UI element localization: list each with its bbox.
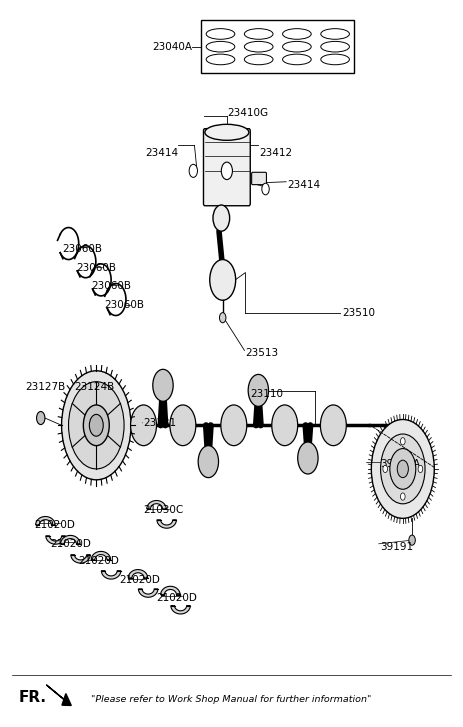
Text: 39190A: 39190A [380, 459, 420, 469]
Polygon shape [157, 520, 176, 529]
Circle shape [397, 460, 408, 478]
Circle shape [390, 449, 416, 489]
Circle shape [418, 465, 423, 473]
Text: 23510: 23510 [343, 308, 375, 318]
Polygon shape [71, 555, 90, 563]
Text: 23060B: 23060B [63, 244, 102, 254]
Text: 23060B: 23060B [76, 262, 116, 273]
Ellipse shape [321, 41, 350, 52]
Circle shape [69, 382, 124, 469]
Polygon shape [46, 536, 65, 545]
Ellipse shape [244, 41, 273, 52]
Ellipse shape [282, 54, 311, 65]
Ellipse shape [282, 41, 311, 52]
Circle shape [213, 205, 230, 231]
Text: FR.: FR. [19, 691, 46, 705]
Text: 21020D: 21020D [156, 593, 197, 603]
Text: 21020D: 21020D [79, 556, 119, 566]
Text: 21020D: 21020D [35, 520, 75, 530]
Text: 23040A: 23040A [152, 42, 192, 52]
Text: 23414: 23414 [287, 180, 320, 190]
Polygon shape [61, 535, 80, 544]
Circle shape [189, 164, 197, 177]
Polygon shape [147, 500, 166, 509]
Circle shape [381, 434, 425, 504]
Text: 23124B: 23124B [74, 382, 114, 392]
Text: 23131: 23131 [144, 418, 177, 428]
Ellipse shape [206, 54, 235, 65]
Circle shape [400, 438, 405, 445]
Text: 23127B: 23127B [25, 382, 66, 392]
Polygon shape [101, 571, 121, 579]
Ellipse shape [321, 54, 350, 65]
Circle shape [298, 442, 318, 474]
Text: 21030C: 21030C [144, 505, 184, 515]
Ellipse shape [206, 28, 235, 39]
Circle shape [83, 405, 109, 446]
Circle shape [89, 414, 103, 436]
Circle shape [210, 260, 236, 300]
Text: 23412: 23412 [259, 148, 293, 158]
Text: 39191: 39191 [380, 542, 413, 552]
Bar [201, 20, 354, 73]
Ellipse shape [244, 28, 273, 39]
Circle shape [262, 183, 269, 195]
Polygon shape [36, 516, 55, 525]
Text: 23414: 23414 [145, 148, 178, 158]
Text: 23060B: 23060B [104, 300, 144, 310]
Text: "Please refer to Work Shop Manual for further information": "Please refer to Work Shop Manual for fu… [91, 695, 372, 704]
Circle shape [62, 371, 131, 480]
Circle shape [371, 419, 434, 518]
Text: 21020D: 21020D [50, 539, 91, 549]
Circle shape [248, 374, 269, 406]
FancyArrow shape [46, 685, 71, 705]
Polygon shape [171, 606, 190, 614]
Circle shape [221, 405, 247, 446]
Circle shape [320, 405, 346, 446]
Circle shape [170, 405, 196, 446]
Polygon shape [161, 586, 180, 595]
Circle shape [272, 405, 298, 446]
Ellipse shape [321, 28, 350, 39]
Circle shape [400, 493, 405, 500]
Ellipse shape [206, 41, 235, 52]
Text: 23410G: 23410G [227, 108, 268, 118]
FancyBboxPatch shape [204, 129, 250, 206]
Text: 23513: 23513 [245, 348, 279, 358]
Circle shape [221, 162, 232, 180]
Text: 21020D: 21020D [119, 575, 160, 585]
Text: 23110: 23110 [250, 389, 283, 399]
Circle shape [131, 405, 156, 446]
Circle shape [198, 446, 219, 478]
Text: 23060B: 23060B [92, 281, 131, 291]
Polygon shape [128, 569, 148, 578]
Circle shape [37, 411, 45, 425]
Circle shape [219, 313, 226, 323]
Ellipse shape [244, 54, 273, 65]
Circle shape [383, 465, 388, 473]
Polygon shape [138, 589, 158, 598]
Ellipse shape [282, 28, 311, 39]
FancyBboxPatch shape [252, 172, 267, 185]
Circle shape [153, 369, 173, 401]
Ellipse shape [205, 124, 249, 140]
Polygon shape [91, 551, 111, 560]
Circle shape [409, 535, 415, 545]
